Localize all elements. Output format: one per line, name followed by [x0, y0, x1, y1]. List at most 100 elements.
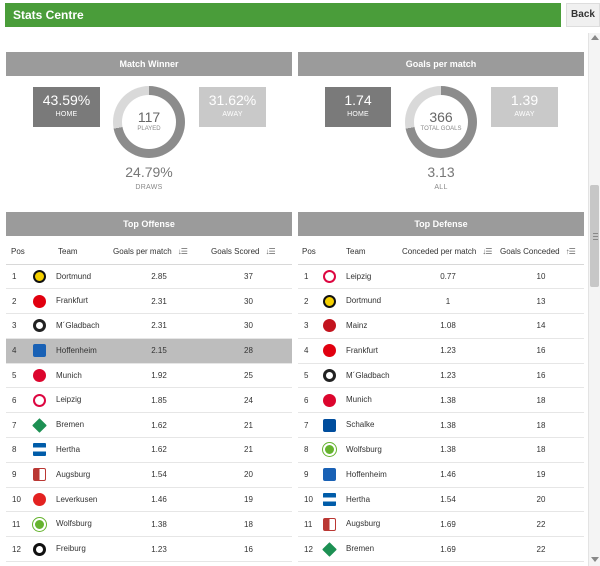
grip-line [593, 239, 598, 240]
position-cell: 8 [6, 437, 28, 463]
table-row[interactable]: 6 Leipzig 1.85 24 [6, 387, 292, 414]
table-row[interactable]: 3 M´Gladbach 2.31 30 [6, 313, 292, 339]
sort-icon[interactable]: ↑☰ [565, 247, 576, 257]
table-row[interactable]: 1 Dortmund 2.85 37 [6, 264, 292, 290]
draws-value: 24.79% [125, 164, 173, 180]
table-row[interactable]: 10 Leverkusen 1.46 19 [6, 487, 292, 513]
column-header-goals-scored[interactable]: Goals Scored ↓☰ [205, 240, 292, 265]
grip-line [593, 233, 598, 234]
sort-icon[interactable]: ↓☰ [265, 247, 275, 257]
team-name: Freiburg [56, 544, 86, 554]
hertha-crest-icon [323, 493, 336, 507]
team-cell: Leipzig [28, 387, 113, 414]
team-name: Leverkusen [56, 494, 98, 504]
bremen-crest-icon [32, 417, 47, 433]
per-match-cell: 2.31 [113, 288, 205, 315]
team-cell: Wolfsburg [318, 437, 398, 463]
column-header-pos[interactable]: Pos [298, 240, 318, 265]
table-row[interactable]: 8 Hertha 1.62 21 [6, 437, 292, 463]
team-cell: Freiburg [28, 536, 113, 563]
team-name: Munich [56, 370, 82, 380]
table-row[interactable]: 3 Mainz 1.08 14 [298, 313, 584, 339]
team-name: M´Gladbach [56, 321, 100, 331]
table-row[interactable]: 1 Leipzig 0.77 10 [298, 264, 584, 290]
column-header-conceded-per-match[interactable]: Conceded per match ↓☰ [398, 240, 498, 265]
team-name: Wolfsburg [56, 519, 92, 529]
team-cell: Leipzig [318, 264, 398, 290]
augsburg-crest-icon [323, 517, 336, 531]
goals-cell: 21 [205, 412, 292, 439]
scroll-down-arrow-icon[interactable] [591, 557, 599, 562]
per-match-cell: 2.85 [113, 264, 205, 290]
team-name: Munich [346, 395, 372, 405]
table-row[interactable]: 7 Schalke 1.38 18 [298, 412, 584, 439]
hoffenheim-crest-icon [33, 344, 46, 358]
top-offense-body: 1 Dortmund 2.85 37 2 Frankfurt 2.31 30 3 M´Gladba… [6, 264, 292, 563]
page-title: Stats Centre [5, 3, 561, 27]
team-name: Augsburg [56, 469, 91, 479]
goals-cell: 37 [205, 264, 292, 290]
position-cell: 2 [298, 288, 318, 315]
table-row[interactable]: 11 Wolfsburg 1.38 18 [6, 511, 292, 538]
scroll-thumb[interactable] [590, 185, 599, 287]
team-cell: Hertha [28, 437, 113, 463]
table-row[interactable]: 8 Wolfsburg 1.38 18 [298, 437, 584, 463]
table-row[interactable]: 9 Augsburg 1.54 20 [6, 462, 292, 488]
away-win-value: 31.62% [208, 92, 257, 108]
sort-icon[interactable]: ↓☰ [482, 247, 492, 257]
column-header-goals-conceded[interactable]: Goals Conceded ↑☰ [498, 240, 584, 265]
table-row[interactable]: 12 Freiburg 1.23 16 [6, 536, 292, 563]
column-header-goals-per-match[interactable]: Goals per match ↓☰ [113, 240, 205, 265]
per-match-cell: 2.15 [113, 338, 205, 364]
table-row[interactable]: 10 Hertha 1.54 20 [298, 487, 584, 513]
table-row[interactable]: 2 Dortmund 1 13 [298, 288, 584, 315]
per-match-cell: 1.23 [398, 363, 498, 389]
team-name: Frankfurt [56, 296, 89, 306]
per-match-cell: 1.38 [113, 511, 205, 538]
column-header-label: Goals per match [113, 247, 172, 257]
hertha-crest-icon [33, 443, 46, 457]
position-cell: 9 [298, 462, 318, 488]
table-row[interactable]: 5 Munich 1.92 25 [6, 363, 292, 389]
table-row[interactable]: 2 Frankfurt 2.31 30 [6, 288, 292, 315]
team-cell: Munich [318, 387, 398, 414]
team-cell: Hoffenheim [318, 462, 398, 488]
position-cell: 2 [6, 288, 28, 315]
table-row[interactable]: 6 Munich 1.38 18 [298, 387, 584, 414]
position-cell: 6 [298, 387, 318, 414]
team-cell: M´Gladbach [28, 313, 113, 339]
team-cell: Augsburg [28, 462, 113, 488]
dortmund-crest-icon [33, 269, 46, 283]
team-name: M´Gladbach [346, 370, 390, 380]
leipzig-crest-icon [33, 393, 46, 407]
top-defense-table: Pos Team Conceded per match ↓☰ Goals Conc… [298, 240, 584, 563]
position-cell: 4 [298, 338, 318, 364]
goals-cell: 18 [498, 437, 584, 463]
gladbach-crest-icon [323, 369, 336, 383]
team-cell: Bremen [318, 536, 398, 563]
position-cell: 5 [6, 363, 28, 389]
table-row[interactable]: 4 Hoffenheim 2.15 28 [6, 338, 292, 364]
sort-icon[interactable]: ↓☰ [177, 247, 188, 257]
table-row[interactable]: 12 Bremen 1.69 22 [298, 536, 584, 563]
table-row[interactable]: 9 Hoffenheim 1.46 19 [298, 462, 584, 488]
scroll-up-arrow-icon[interactable] [591, 35, 599, 40]
vertical-scrollbar[interactable] [588, 33, 600, 566]
table-row[interactable]: 7 Bremen 1.62 21 [6, 412, 292, 439]
table-row[interactable]: 4 Frankfurt 1.23 16 [298, 338, 584, 364]
goals-cell: 24 [205, 387, 292, 414]
table-row[interactable]: 5 M´Gladbach 1.23 16 [298, 363, 584, 389]
table-row[interactable]: 11 Augsburg 1.69 22 [298, 511, 584, 538]
home-win-label: HOME [55, 111, 78, 118]
played-value: 117 [137, 109, 161, 125]
position-cell: 12 [298, 536, 318, 563]
back-button[interactable]: Back [566, 3, 600, 27]
per-match-cell: 2.31 [113, 313, 205, 339]
team-name: Augsburg [346, 519, 381, 529]
column-header-team[interactable]: Team [318, 240, 398, 265]
per-match-cell: 1.69 [398, 511, 498, 538]
column-header-pos[interactable]: Pos [6, 240, 28, 265]
column-header-team[interactable]: Team [28, 240, 113, 265]
team-name: Bremen [346, 544, 375, 554]
goals-cell: 16 [205, 536, 292, 563]
